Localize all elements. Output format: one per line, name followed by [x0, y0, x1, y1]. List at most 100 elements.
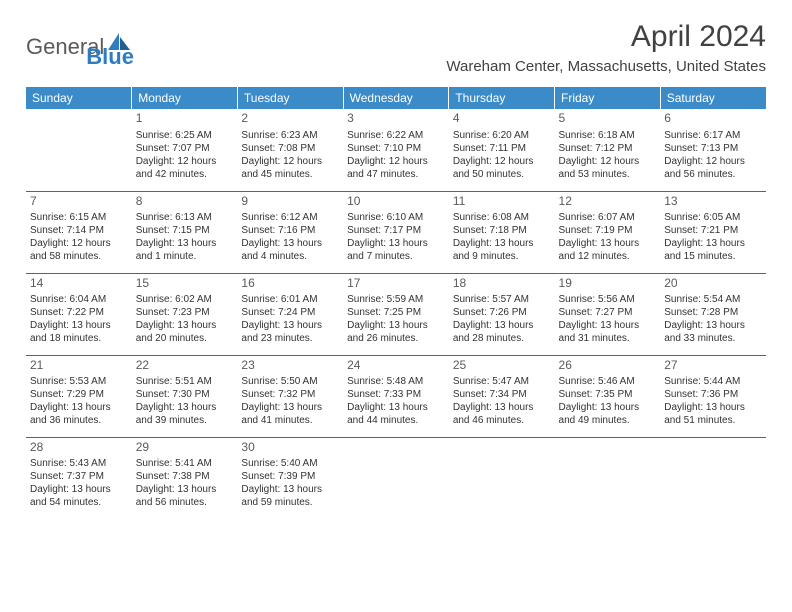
day-number: 1 [136, 111, 234, 127]
dow-thursday: Thursday [449, 87, 555, 109]
sunrise-text: Sunrise: 5:48 AM [347, 375, 445, 388]
day-number: 3 [347, 111, 445, 127]
daylight-text: Daylight: 13 hours and 49 minutes. [559, 401, 657, 427]
daylight-text: Daylight: 12 hours and 47 minutes. [347, 155, 445, 181]
sunset-text: Sunset: 7:18 PM [453, 224, 551, 237]
calendar-cell [555, 437, 661, 515]
daylight-text: Daylight: 12 hours and 58 minutes. [30, 237, 128, 263]
sunset-text: Sunset: 7:21 PM [664, 224, 762, 237]
day-number: 13 [664, 194, 762, 210]
daylight-text: Daylight: 13 hours and 44 minutes. [347, 401, 445, 427]
daylight-text: Daylight: 13 hours and 54 minutes. [30, 483, 128, 509]
calendar-cell: 25Sunrise: 5:47 AMSunset: 7:34 PMDayligh… [449, 355, 555, 437]
logo-text-blue: Blue [86, 44, 134, 70]
day-number: 14 [30, 276, 128, 292]
sunrise-text: Sunrise: 5:59 AM [347, 293, 445, 306]
daylight-text: Daylight: 13 hours and 9 minutes. [453, 237, 551, 263]
sunset-text: Sunset: 7:28 PM [664, 306, 762, 319]
sunset-text: Sunset: 7:24 PM [241, 306, 339, 319]
sunrise-text: Sunrise: 6:20 AM [453, 129, 551, 142]
calendar-cell: 10Sunrise: 6:10 AMSunset: 7:17 PMDayligh… [343, 191, 449, 273]
day-number: 28 [30, 440, 128, 456]
dow-friday: Friday [555, 87, 661, 109]
sunset-text: Sunset: 7:34 PM [453, 388, 551, 401]
day-number: 21 [30, 358, 128, 374]
calendar-cell: 11Sunrise: 6:08 AMSunset: 7:18 PMDayligh… [449, 191, 555, 273]
sunset-text: Sunset: 7:30 PM [136, 388, 234, 401]
daylight-text: Daylight: 13 hours and 26 minutes. [347, 319, 445, 345]
calendar-cell [343, 437, 449, 515]
day-number: 4 [453, 111, 551, 127]
calendar-cell: 9Sunrise: 6:12 AMSunset: 7:16 PMDaylight… [237, 191, 343, 273]
calendar-cell: 1Sunrise: 6:25 AMSunset: 7:07 PMDaylight… [132, 109, 238, 191]
calendar-cell: 18Sunrise: 5:57 AMSunset: 7:26 PMDayligh… [449, 273, 555, 355]
daylight-text: Daylight: 13 hours and 46 minutes. [453, 401, 551, 427]
calendar-cell: 12Sunrise: 6:07 AMSunset: 7:19 PMDayligh… [555, 191, 661, 273]
day-number: 23 [241, 358, 339, 374]
calendar-week-row: 7Sunrise: 6:15 AMSunset: 7:14 PMDaylight… [26, 191, 766, 273]
calendar-cell: 29Sunrise: 5:41 AMSunset: 7:38 PMDayligh… [132, 437, 238, 515]
sunset-text: Sunset: 7:27 PM [559, 306, 657, 319]
daylight-text: Daylight: 12 hours and 53 minutes. [559, 155, 657, 181]
day-number: 27 [664, 358, 762, 374]
sunset-text: Sunset: 7:08 PM [241, 142, 339, 155]
calendar-table: Sunday Monday Tuesday Wednesday Thursday… [26, 87, 766, 515]
sunset-text: Sunset: 7:23 PM [136, 306, 234, 319]
daylight-text: Daylight: 13 hours and 4 minutes. [241, 237, 339, 263]
sunset-text: Sunset: 7:35 PM [559, 388, 657, 401]
calendar-week-row: 28Sunrise: 5:43 AMSunset: 7:37 PMDayligh… [26, 437, 766, 515]
calendar-cell: 4Sunrise: 6:20 AMSunset: 7:11 PMDaylight… [449, 109, 555, 191]
calendar-cell: 27Sunrise: 5:44 AMSunset: 7:36 PMDayligh… [660, 355, 766, 437]
day-number: 29 [136, 440, 234, 456]
sunset-text: Sunset: 7:07 PM [136, 142, 234, 155]
sunrise-text: Sunrise: 6:12 AM [241, 211, 339, 224]
sunset-text: Sunset: 7:32 PM [241, 388, 339, 401]
sunset-text: Sunset: 7:15 PM [136, 224, 234, 237]
day-number: 9 [241, 194, 339, 210]
day-number: 10 [347, 194, 445, 210]
sunrise-text: Sunrise: 5:40 AM [241, 457, 339, 470]
daylight-text: Daylight: 13 hours and 28 minutes. [453, 319, 551, 345]
sunrise-text: Sunrise: 5:43 AM [30, 457, 128, 470]
day-number: 15 [136, 276, 234, 292]
daylight-text: Daylight: 13 hours and 56 minutes. [136, 483, 234, 509]
daylight-text: Daylight: 12 hours and 42 minutes. [136, 155, 234, 181]
sunrise-text: Sunrise: 6:23 AM [241, 129, 339, 142]
sunrise-text: Sunrise: 6:07 AM [559, 211, 657, 224]
calendar-cell: 8Sunrise: 6:13 AMSunset: 7:15 PMDaylight… [132, 191, 238, 273]
day-number: 20 [664, 276, 762, 292]
sunset-text: Sunset: 7:36 PM [664, 388, 762, 401]
daylight-text: Daylight: 13 hours and 12 minutes. [559, 237, 657, 263]
title-block: April 2024 Wareham Center, Massachusetts… [446, 20, 766, 75]
day-number: 11 [453, 194, 551, 210]
sunrise-text: Sunrise: 5:47 AM [453, 375, 551, 388]
calendar-cell: 2Sunrise: 6:23 AMSunset: 7:08 PMDaylight… [237, 109, 343, 191]
day-number: 2 [241, 111, 339, 127]
page-subtitle: Wareham Center, Massachusetts, United St… [446, 58, 766, 75]
logo: General Blue [26, 24, 134, 70]
daylight-text: Daylight: 13 hours and 51 minutes. [664, 401, 762, 427]
header: General Blue April 2024 Wareham Center, … [26, 20, 766, 75]
sunset-text: Sunset: 7:12 PM [559, 142, 657, 155]
sunset-text: Sunset: 7:37 PM [30, 470, 128, 483]
calendar-week-row: 14Sunrise: 6:04 AMSunset: 7:22 PMDayligh… [26, 273, 766, 355]
dow-monday: Monday [132, 87, 238, 109]
day-number: 5 [559, 111, 657, 127]
day-number: 16 [241, 276, 339, 292]
calendar-week-row: 21Sunrise: 5:53 AMSunset: 7:29 PMDayligh… [26, 355, 766, 437]
day-number: 7 [30, 194, 128, 210]
sunset-text: Sunset: 7:39 PM [241, 470, 339, 483]
day-number: 24 [347, 358, 445, 374]
sunrise-text: Sunrise: 6:13 AM [136, 211, 234, 224]
daylight-text: Daylight: 13 hours and 20 minutes. [136, 319, 234, 345]
sunrise-text: Sunrise: 6:22 AM [347, 129, 445, 142]
dow-sunday: Sunday [26, 87, 132, 109]
dow-saturday: Saturday [660, 87, 766, 109]
sunrise-text: Sunrise: 6:04 AM [30, 293, 128, 306]
sunrise-text: Sunrise: 5:46 AM [559, 375, 657, 388]
sunrise-text: Sunrise: 5:54 AM [664, 293, 762, 306]
sunrise-text: Sunrise: 6:01 AM [241, 293, 339, 306]
sunset-text: Sunset: 7:13 PM [664, 142, 762, 155]
calendar-week-row: 1Sunrise: 6:25 AMSunset: 7:07 PMDaylight… [26, 109, 766, 191]
day-number: 26 [559, 358, 657, 374]
